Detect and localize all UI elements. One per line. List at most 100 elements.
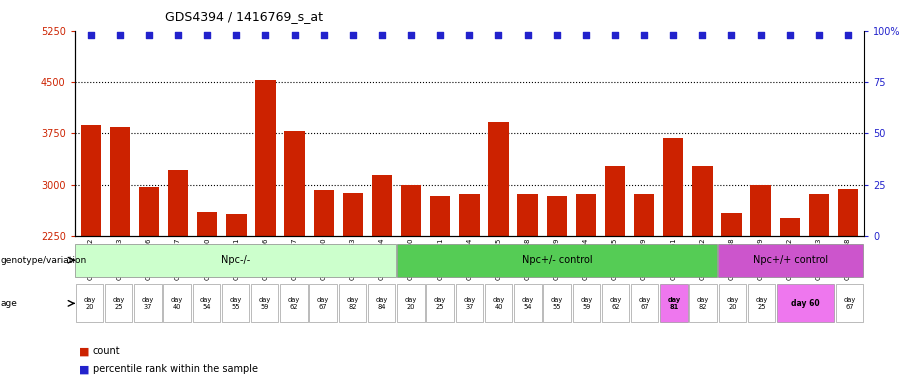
Bar: [400, 185, 421, 384]
Bar: [372, 175, 392, 384]
Bar: [544, 284, 571, 323]
Text: age: age: [1, 299, 18, 308]
Bar: [251, 284, 278, 323]
Bar: [489, 122, 508, 384]
Bar: [284, 131, 305, 384]
Bar: [80, 125, 101, 384]
Bar: [459, 194, 480, 384]
Text: day
40: day 40: [171, 297, 183, 310]
Text: day
82: day 82: [346, 297, 358, 310]
Point: [84, 32, 98, 38]
Text: GDS4394 / 1416769_s_at: GDS4394 / 1416769_s_at: [165, 10, 323, 23]
Bar: [835, 284, 863, 323]
Point: [637, 32, 652, 38]
Point: [200, 32, 214, 38]
Bar: [455, 284, 483, 323]
Bar: [197, 212, 218, 384]
Bar: [104, 284, 132, 323]
Point: [491, 32, 506, 38]
Bar: [748, 284, 776, 323]
Point: [287, 32, 302, 38]
Point: [258, 32, 273, 38]
Bar: [485, 284, 512, 323]
Text: day
81: day 81: [668, 297, 680, 310]
Point: [608, 32, 622, 38]
Bar: [76, 284, 104, 323]
Bar: [427, 284, 454, 323]
Text: percentile rank within the sample: percentile rank within the sample: [93, 364, 257, 374]
Point: [171, 32, 185, 38]
Bar: [168, 170, 188, 384]
Bar: [134, 284, 161, 323]
Text: Npc+/- control: Npc+/- control: [522, 255, 592, 265]
Bar: [430, 197, 450, 384]
Text: day
62: day 62: [288, 297, 300, 310]
Bar: [310, 284, 337, 323]
Point: [404, 32, 419, 38]
Text: day
55: day 55: [230, 297, 241, 310]
Text: day
54: day 54: [200, 297, 212, 310]
Text: day
67: day 67: [843, 297, 856, 310]
Text: day
82: day 82: [698, 297, 709, 310]
Text: count: count: [93, 346, 121, 356]
Text: day
67: day 67: [639, 297, 651, 310]
Text: ■: ■: [79, 364, 90, 374]
Bar: [719, 284, 746, 323]
Bar: [631, 284, 659, 323]
Bar: [692, 166, 713, 384]
Point: [346, 32, 360, 38]
Point: [112, 32, 127, 38]
Text: day
20: day 20: [83, 297, 95, 310]
Text: day
59: day 59: [580, 297, 592, 310]
Point: [812, 32, 826, 38]
Bar: [338, 284, 366, 323]
Bar: [721, 213, 742, 384]
Point: [550, 32, 564, 38]
Bar: [546, 196, 567, 384]
Bar: [809, 194, 829, 384]
Text: day
62: day 62: [609, 297, 622, 310]
Text: day
25: day 25: [756, 297, 768, 310]
Bar: [718, 244, 863, 276]
Bar: [838, 189, 859, 384]
Text: day
55: day 55: [551, 297, 563, 310]
Bar: [689, 284, 717, 323]
Bar: [368, 284, 395, 323]
Text: day
37: day 37: [141, 297, 154, 310]
Bar: [602, 284, 629, 323]
Point: [753, 32, 768, 38]
Bar: [139, 187, 159, 384]
Bar: [397, 284, 425, 323]
Bar: [313, 190, 334, 384]
Point: [579, 32, 593, 38]
Bar: [661, 284, 688, 323]
Bar: [397, 244, 717, 276]
Point: [433, 32, 447, 38]
Text: ■: ■: [79, 346, 90, 356]
Bar: [751, 185, 770, 384]
Bar: [110, 127, 130, 384]
Bar: [605, 166, 626, 384]
Text: day
54: day 54: [522, 297, 534, 310]
Text: day 60: day 60: [791, 299, 820, 308]
Bar: [226, 214, 247, 384]
Text: day
40: day 40: [492, 297, 505, 310]
Bar: [778, 284, 834, 323]
Text: day
25: day 25: [112, 297, 125, 310]
Bar: [280, 284, 308, 323]
Point: [724, 32, 739, 38]
Text: day
84: day 84: [375, 297, 388, 310]
Point: [695, 32, 709, 38]
Bar: [221, 284, 249, 323]
Text: day
67: day 67: [317, 297, 329, 310]
Point: [142, 32, 157, 38]
Point: [230, 32, 244, 38]
Bar: [256, 80, 275, 384]
Bar: [163, 284, 191, 323]
Point: [374, 32, 389, 38]
Bar: [576, 194, 596, 384]
Bar: [779, 218, 800, 384]
Bar: [514, 284, 542, 323]
Text: Npc-/-: Npc-/-: [220, 255, 250, 265]
Bar: [193, 284, 220, 323]
